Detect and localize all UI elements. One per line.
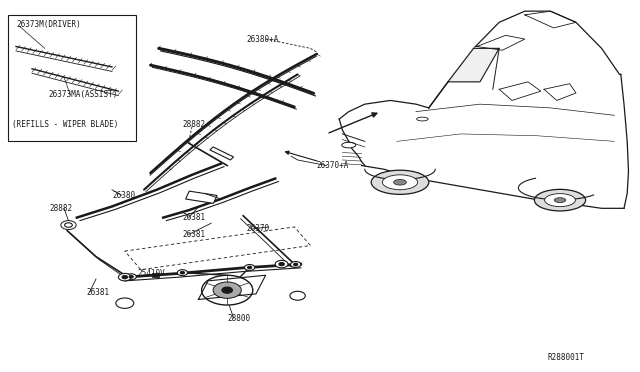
Ellipse shape	[534, 189, 586, 211]
Circle shape	[126, 274, 136, 280]
Text: 26381: 26381	[182, 230, 205, 239]
Circle shape	[116, 298, 134, 308]
Bar	[152, 273, 159, 277]
Text: 26370: 26370	[246, 224, 269, 233]
Text: 26380+A: 26380+A	[246, 35, 279, 44]
Text: 28882: 28882	[50, 204, 73, 213]
Text: 26373M(DRIVER): 26373M(DRIVER)	[16, 20, 81, 29]
Ellipse shape	[417, 117, 428, 121]
Circle shape	[202, 275, 253, 305]
Circle shape	[290, 291, 305, 300]
Bar	[8, 15, 136, 141]
Polygon shape	[448, 48, 499, 82]
Bar	[186, 191, 217, 203]
Circle shape	[294, 263, 298, 266]
Ellipse shape	[383, 175, 418, 190]
Text: 28800: 28800	[227, 314, 250, 323]
Text: 26381: 26381	[86, 288, 109, 296]
Ellipse shape	[394, 180, 406, 185]
Text: R288001T: R288001T	[547, 353, 584, 362]
Circle shape	[122, 276, 127, 279]
Circle shape	[180, 272, 184, 274]
Circle shape	[213, 282, 241, 298]
Circle shape	[129, 276, 133, 278]
Text: 26373MA(ASSIST): 26373MA(ASSIST)	[48, 90, 117, 99]
Ellipse shape	[371, 170, 429, 195]
Ellipse shape	[342, 142, 356, 148]
Text: 26381: 26381	[182, 213, 205, 222]
Text: 28882: 28882	[182, 120, 205, 129]
Circle shape	[291, 262, 301, 267]
Text: (REFILLS - WIPER BLADE): (REFILLS - WIPER BLADE)	[12, 120, 118, 129]
Ellipse shape	[554, 198, 566, 202]
Circle shape	[279, 263, 284, 266]
Circle shape	[244, 264, 255, 270]
Circle shape	[177, 270, 188, 276]
Circle shape	[248, 266, 252, 269]
Polygon shape	[210, 147, 234, 160]
Text: 26380: 26380	[112, 191, 135, 200]
Circle shape	[222, 287, 232, 293]
Circle shape	[118, 273, 131, 281]
Text: 26370+A: 26370+A	[317, 161, 349, 170]
Text: 25410V: 25410V	[138, 269, 165, 278]
Circle shape	[275, 260, 288, 268]
Circle shape	[65, 223, 72, 227]
Ellipse shape	[545, 193, 575, 207]
